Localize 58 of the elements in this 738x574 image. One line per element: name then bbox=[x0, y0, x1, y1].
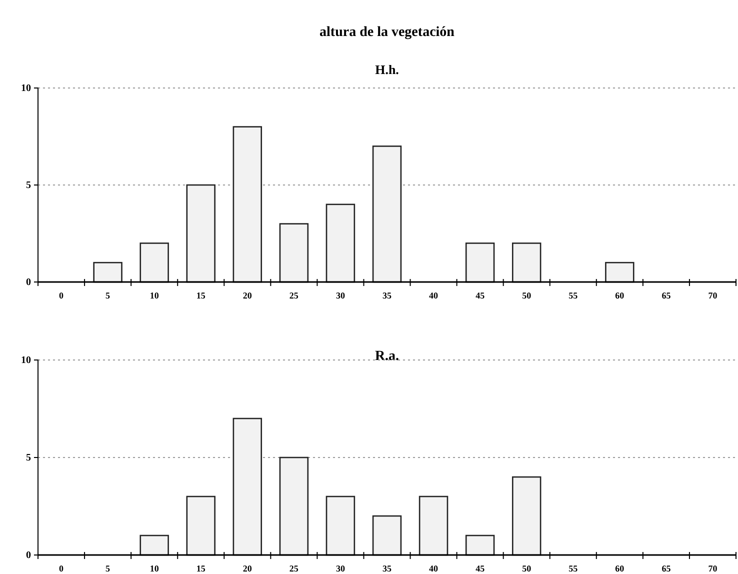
y-tick-label: 10 bbox=[21, 355, 31, 366]
x-tick-label: 65 bbox=[662, 563, 672, 574]
bar bbox=[232, 126, 262, 283]
bar bbox=[140, 242, 169, 283]
bar bbox=[186, 184, 216, 283]
x-tick-label: 5 bbox=[106, 290, 111, 300]
x-tick-label: 70 bbox=[708, 290, 718, 300]
bar bbox=[326, 204, 356, 283]
bar bbox=[232, 418, 262, 556]
x-tick-label: 30 bbox=[336, 563, 346, 574]
bar bbox=[605, 262, 634, 283]
x-tick-label: 50 bbox=[522, 290, 532, 300]
chart-title: altura de la vegetación bbox=[320, 25, 455, 40]
x-tick-label: 25 bbox=[289, 290, 299, 300]
x-tick-label: 65 bbox=[662, 290, 672, 300]
x-tick-label: 10 bbox=[150, 290, 160, 300]
x-tick-label: 0 bbox=[59, 290, 64, 300]
x-tick-label: 30 bbox=[336, 290, 346, 300]
x-tick-label: 20 bbox=[242, 563, 252, 574]
bar bbox=[93, 262, 122, 283]
x-tick-label: 40 bbox=[429, 563, 439, 574]
x-tick-label: 20 bbox=[242, 290, 252, 300]
x-tick-label: 0 bbox=[59, 563, 64, 574]
y-tick-label: 5 bbox=[26, 452, 31, 464]
x-tick-label: 15 bbox=[196, 563, 206, 574]
x-tick-label: 55 bbox=[568, 290, 578, 300]
y-tick-label: 0 bbox=[26, 550, 31, 562]
x-tick-label: 35 bbox=[382, 563, 392, 574]
bar bbox=[512, 242, 542, 283]
y-tick-label: 0 bbox=[26, 277, 31, 288]
x-tick-label: 40 bbox=[429, 290, 439, 300]
x-tick-label: 15 bbox=[196, 290, 206, 300]
x-tick-label: 55 bbox=[568, 563, 578, 574]
bar bbox=[279, 223, 309, 283]
chart-subtitle: H.h. bbox=[375, 62, 399, 77]
bar bbox=[326, 496, 356, 556]
x-tick-label: 25 bbox=[289, 563, 299, 574]
chart-title: R.a. bbox=[374, 349, 400, 364]
bar bbox=[512, 476, 542, 556]
bar bbox=[186, 496, 216, 556]
y-tick-label: 10 bbox=[21, 83, 31, 94]
x-tick-label: 60 bbox=[615, 563, 625, 574]
x-tick-label: 45 bbox=[476, 290, 486, 300]
x-tick-label: 60 bbox=[615, 290, 625, 300]
bar bbox=[279, 456, 309, 556]
x-tick-label: 70 bbox=[708, 563, 718, 574]
bar bbox=[465, 242, 495, 283]
x-tick-label: 5 bbox=[106, 563, 111, 574]
y-tick-label: 5 bbox=[26, 180, 31, 192]
bar bbox=[140, 534, 169, 556]
x-tick-label: 50 bbox=[522, 563, 532, 574]
x-tick-label: 35 bbox=[382, 290, 392, 300]
x-tick-label: 45 bbox=[476, 563, 486, 574]
bar bbox=[372, 515, 402, 556]
bar bbox=[418, 496, 448, 556]
bar bbox=[465, 534, 495, 556]
bar bbox=[372, 146, 402, 283]
x-tick-label: 10 bbox=[150, 563, 160, 574]
